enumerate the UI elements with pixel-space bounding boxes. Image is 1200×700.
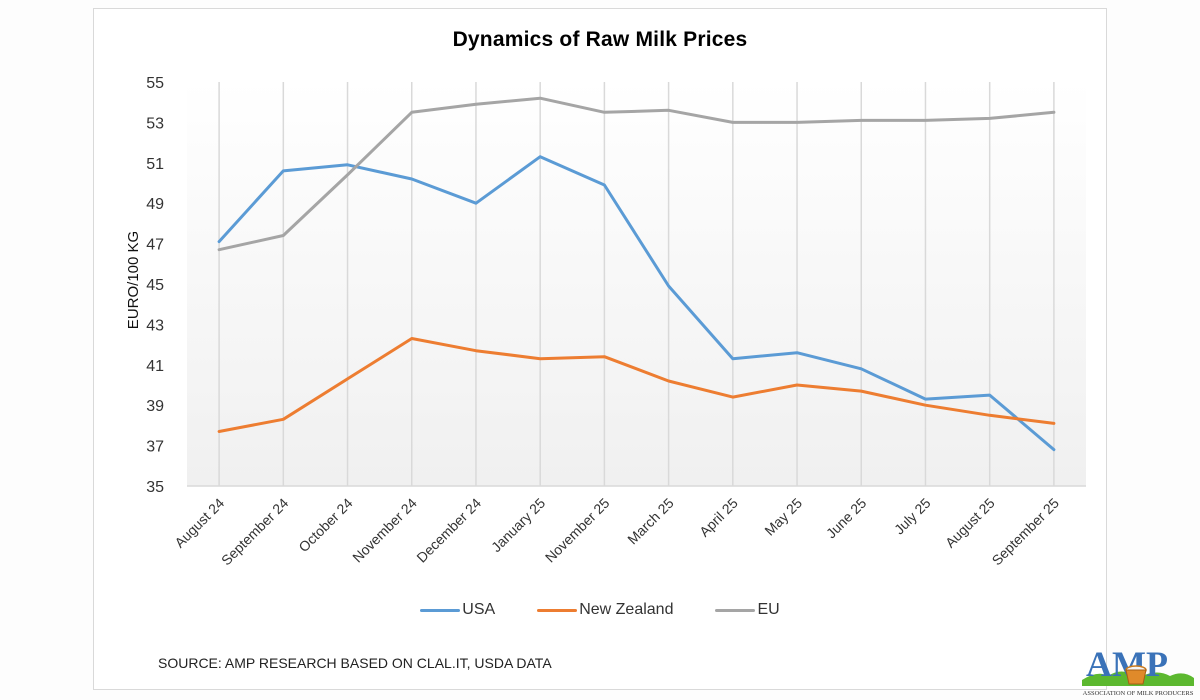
y-axis-title: EURO/100 KG [125,231,142,329]
amp-logo: AMP Association of milk producers [1082,644,1194,697]
series-line-eu [217,96,1056,252]
legend-swatch [420,608,461,612]
legend-label: New Zealand [579,601,674,618]
x-tick-label: January 25 [488,495,548,555]
y-tick-label: 49 [146,196,164,213]
x-tick-label: September 25 [989,495,1063,569]
x-tick-label: June 25 [823,495,870,542]
plot-area [187,80,1086,486]
y-tick-label: 45 [146,277,164,294]
series-line-usa [217,155,1056,452]
legend-label: EU [757,601,780,618]
x-tick-label: July 25 [891,495,934,538]
x-tick-label: November 24 [349,495,420,566]
legend: USA New Zealand EU [0,601,1200,619]
legend-item-eu: EU [715,601,780,619]
x-tick-label: May 25 [761,495,805,539]
y-tick-label: 43 [146,317,164,334]
x-tick-label: August 24 [171,495,227,551]
y-tick-label: 55 [146,75,164,92]
legend-swatch [715,608,756,612]
x-tick-label: April 25 [696,495,741,540]
x-tick-label: August 25 [942,495,998,551]
series-lines [217,96,1056,452]
x-tick-label: March 25 [624,495,677,548]
x-tick-label: October 24 [295,495,355,555]
series-line-new-zealand [217,337,1056,433]
x-tick-label: November 25 [542,495,613,566]
y-tick-label: 47 [146,237,164,254]
y-tick-label: 35 [146,479,164,496]
y-tick-label: 51 [146,156,164,173]
source-note: SOURCE: AMP RESEARCH BASED ON CLAL.IT, U… [158,655,552,671]
y-tick-label: 39 [146,398,164,415]
legend-swatch [537,608,578,612]
x-tick-label: December 24 [413,495,484,566]
legend-item-usa: USA [420,601,495,619]
logo-tagline: Association of milk producers [1083,690,1194,697]
legend-label: USA [462,601,496,618]
y-axis-ticks: 35 37 39 41 43 45 47 49 51 53 55 [146,75,164,496]
y-tick-label: 37 [146,439,164,456]
y-tick-label: 53 [146,115,164,132]
logo-letters: AMP [1086,644,1168,684]
y-tick-label: 41 [146,358,164,375]
chart-title: Dynamics of Raw Milk Prices [452,28,748,51]
legend-item-new-zealand: New Zealand [537,601,673,619]
x-tick-label: September 24 [218,495,292,569]
